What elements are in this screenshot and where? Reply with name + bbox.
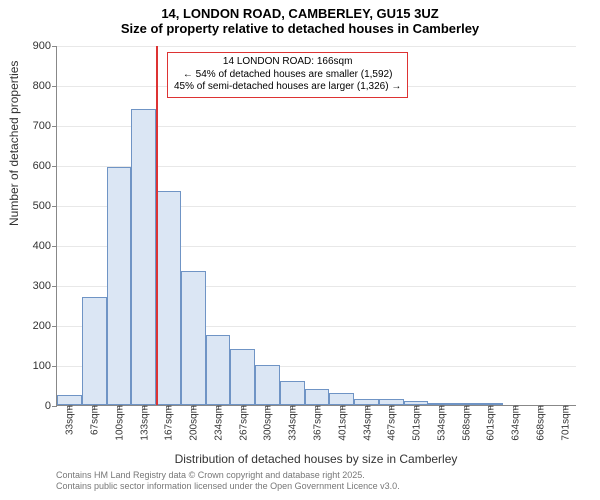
xtick-label: 167sqm <box>162 405 175 441</box>
footer-line-2: Contains public sector information licen… <box>56 481 400 492</box>
ytick-label: 300 <box>33 280 57 292</box>
histogram-bar <box>107 167 132 405</box>
xtick-label: 467sqm <box>385 405 398 441</box>
gridline <box>57 46 576 47</box>
xtick-label: 634sqm <box>509 405 522 441</box>
histogram-bar <box>280 381 305 405</box>
page-title: 14, LONDON ROAD, CAMBERLEY, GU15 3UZ <box>0 6 600 21</box>
ytick-label: 200 <box>33 320 57 332</box>
xtick-label: 234sqm <box>211 405 224 441</box>
x-axis-label: Distribution of detached houses by size … <box>56 452 576 466</box>
histogram-bar <box>57 395 82 405</box>
xtick-label: 568sqm <box>459 405 472 441</box>
property-callout: 14 LONDON ROAD: 166sqm← 54% of detached … <box>167 52 408 98</box>
histogram-bar <box>255 365 280 405</box>
histogram-bar <box>156 191 181 405</box>
histogram-bar <box>329 393 354 405</box>
callout-line: ← 54% of detached houses are smaller (1,… <box>174 69 401 82</box>
ytick-label: 400 <box>33 240 57 252</box>
xtick-label: 601sqm <box>484 405 497 441</box>
page-subtitle: Size of property relative to detached ho… <box>0 21 600 36</box>
xtick-label: 100sqm <box>112 405 125 441</box>
xtick-label: 401sqm <box>335 405 348 441</box>
xtick-label: 334sqm <box>286 405 299 441</box>
xtick-label: 267sqm <box>236 405 249 441</box>
histogram-bar <box>206 335 231 405</box>
footer-line-1: Contains HM Land Registry data © Crown c… <box>56 470 400 481</box>
histogram-bar <box>82 297 107 405</box>
xtick-label: 701sqm <box>558 405 571 441</box>
callout-line: 45% of semi-detached houses are larger (… <box>174 81 401 94</box>
y-axis-label: Number of detached properties <box>7 61 21 226</box>
histogram-bar <box>305 389 330 405</box>
ytick-label: 600 <box>33 160 57 172</box>
property-marker-line <box>156 46 158 405</box>
ytick-label: 900 <box>33 40 57 52</box>
ytick-label: 100 <box>33 360 57 372</box>
ytick-label: 700 <box>33 120 57 132</box>
plot-area: 010020030040050060070080090033sqm67sqm10… <box>56 46 576 406</box>
xtick-label: 668sqm <box>533 405 546 441</box>
ytick-label: 0 <box>45 400 57 412</box>
xtick-label: 33sqm <box>63 405 76 435</box>
ytick-label: 800 <box>33 80 57 92</box>
xtick-label: 534sqm <box>434 405 447 441</box>
histogram-bar <box>181 271 206 405</box>
ytick-label: 500 <box>33 200 57 212</box>
xtick-label: 434sqm <box>360 405 373 441</box>
callout-line: 14 LONDON ROAD: 166sqm <box>174 56 401 69</box>
xtick-label: 67sqm <box>88 405 101 435</box>
histogram-bar <box>230 349 255 405</box>
xtick-label: 501sqm <box>410 405 423 441</box>
xtick-label: 200sqm <box>187 405 200 441</box>
xtick-label: 133sqm <box>137 405 150 441</box>
chart-container: Number of detached properties 0100200300… <box>0 40 600 460</box>
xtick-label: 300sqm <box>261 405 274 441</box>
footer-attribution: Contains HM Land Registry data © Crown c… <box>56 470 400 492</box>
xtick-label: 367sqm <box>311 405 324 441</box>
histogram-bar <box>131 109 156 405</box>
